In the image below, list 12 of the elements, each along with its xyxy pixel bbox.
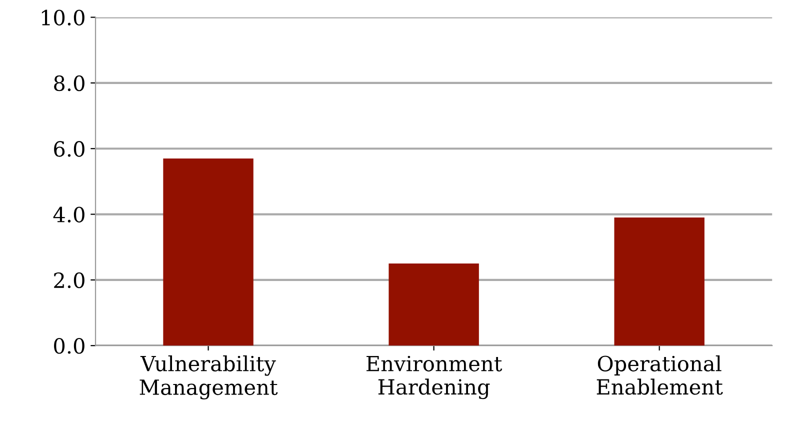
y-tick-label: 0.0 [54,338,84,354]
y-tick-label: 8.0 [54,75,84,92]
x-tick-label: Operational Enablement [596,355,723,395]
x-tick-label: Environment Hardening [366,356,502,400]
y-tick-label: 2.0 [54,272,84,288]
y-tick-label: 6.0 [54,141,84,157]
y-tick-label: 10.0 [42,10,84,26]
x-tick-label: Vulnerability Management [140,355,278,400]
bar [388,264,479,346]
bar [614,218,704,346]
bar [163,158,254,346]
y-tick-label: 4.0 [53,206,84,222]
